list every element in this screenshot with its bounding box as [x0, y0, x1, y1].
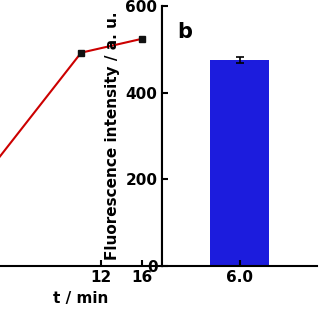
X-axis label: t / min: t / min: [53, 291, 109, 306]
Text: b: b: [178, 22, 193, 42]
Bar: [210, 60, 269, 266]
Y-axis label: Fluorescence intensity / a. u.: Fluorescence intensity / a. u.: [105, 12, 120, 260]
